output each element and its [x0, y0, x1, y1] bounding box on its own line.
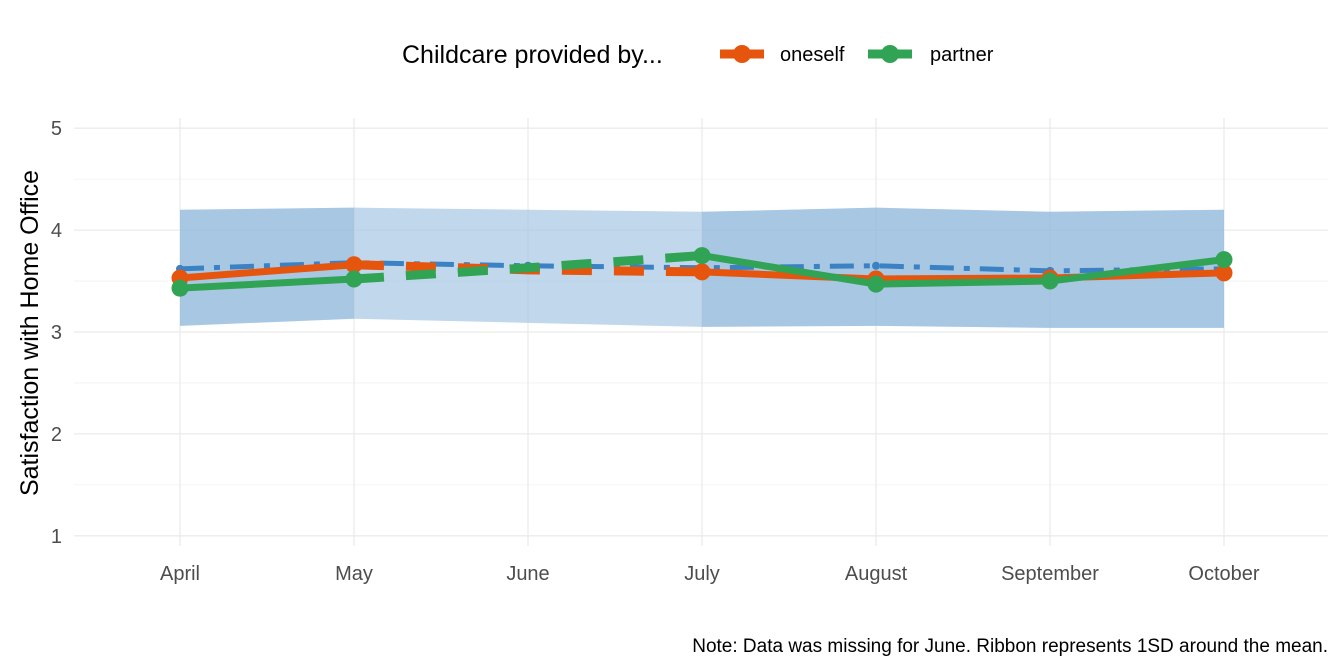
- legend-label-partner: partner: [930, 44, 994, 66]
- line-partner-late: [701, 252, 1225, 288]
- point-partner: [693, 247, 711, 265]
- caption: Note: Data was missing for June. Ribbon …: [692, 636, 1328, 657]
- legend-title: Childcare provided by...: [402, 41, 663, 69]
- point-partner: [867, 275, 885, 293]
- line-oneself-early: [179, 261, 355, 282]
- point-partner: [1215, 251, 1233, 269]
- x-tick-label: June: [506, 563, 549, 585]
- point-partner: [171, 279, 189, 297]
- grid: [74, 118, 1328, 546]
- x-tick-label: September: [1001, 563, 1099, 585]
- ticks: 1 2 3 4 5 April May June July August September Octo…: [51, 118, 1260, 585]
- line-oneself-late: [701, 268, 1225, 283]
- lines-layer: [171, 247, 1233, 297]
- point-partner: [1041, 272, 1059, 290]
- y-tick-label: 1: [51, 526, 62, 548]
- point-oneself: [693, 263, 711, 281]
- y-tick-label: 5: [51, 118, 62, 140]
- legend-label-oneself: oneself: [780, 44, 845, 66]
- y-axis-title: Satisfaction with Home Office: [16, 170, 44, 496]
- mean-point: [872, 261, 880, 270]
- x-tick-label: August: [845, 563, 908, 585]
- sd-ribbon-observed-late: [702, 207, 1224, 328]
- y-tick-label: 4: [51, 220, 62, 242]
- x-tick-label: July: [684, 563, 720, 585]
- line-partner-early: [179, 275, 355, 292]
- legend: Childcare provided by... oneself partner: [402, 41, 994, 69]
- x-tick-label: May: [335, 563, 373, 585]
- point-oneself: [1215, 264, 1233, 282]
- legend-key-point-oneself: [733, 45, 751, 63]
- x-tick-label: April: [160, 563, 200, 585]
- y-tick-label: 3: [51, 322, 62, 344]
- legend-key-point-partner: [881, 45, 899, 63]
- point-partner: [345, 270, 363, 288]
- y-tick-label: 2: [51, 424, 62, 446]
- line-partner-bridge: [353, 251, 703, 284]
- x-tick-label: October: [1188, 563, 1259, 585]
- point-oneself: [345, 256, 363, 274]
